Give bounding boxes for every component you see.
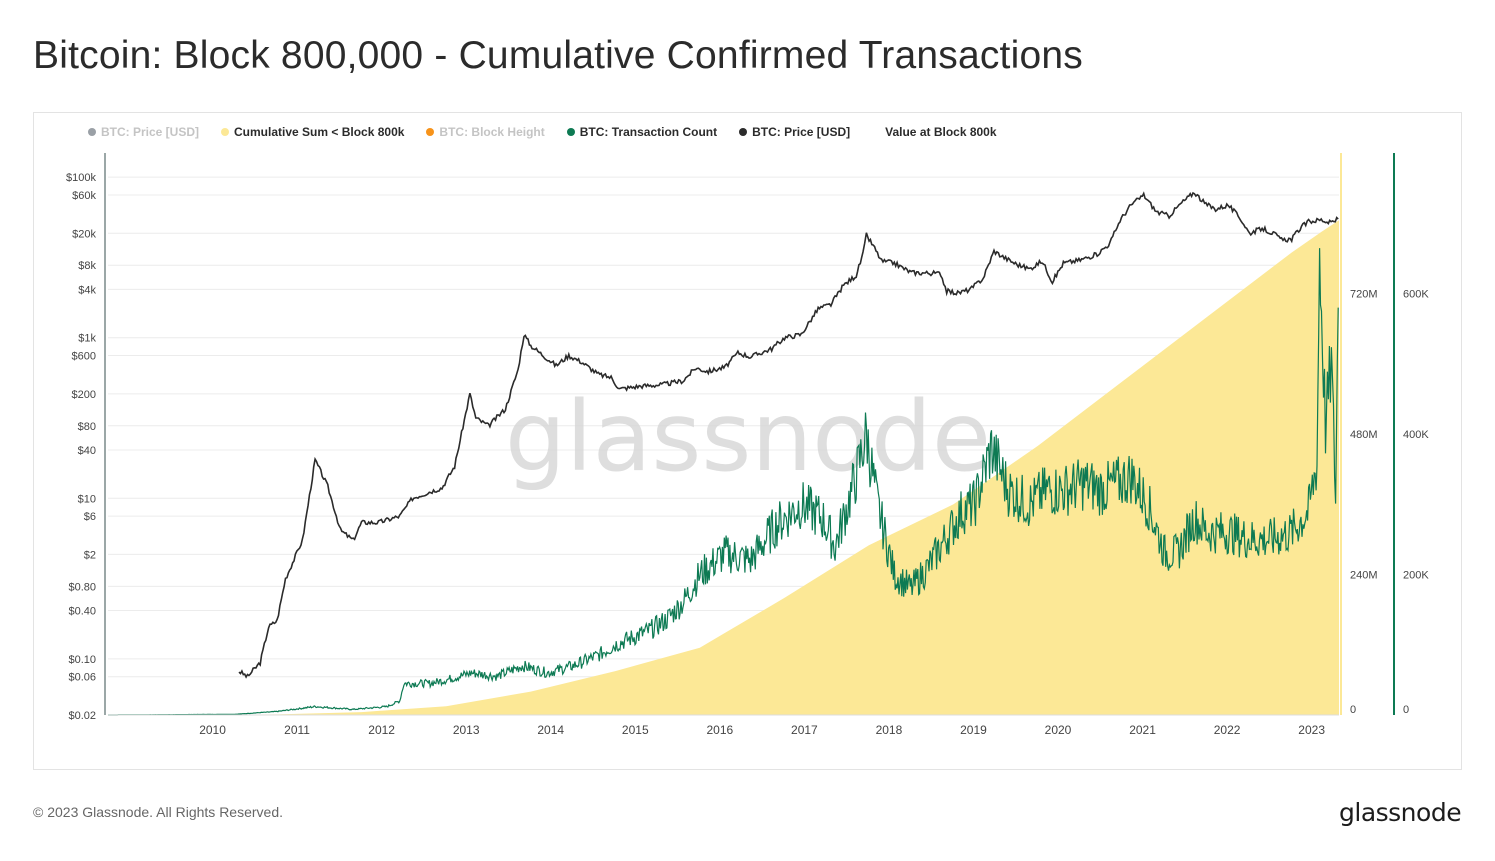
y-left-tick-label: $1k bbox=[78, 333, 96, 345]
y-left-tick-label: $200 bbox=[72, 389, 96, 401]
x-tick-label: 2020 bbox=[1045, 723, 1072, 737]
legend-dot-block-height bbox=[426, 128, 435, 136]
legend-item-transactions[interactable]: BTC: Transaction Count bbox=[566, 125, 718, 139]
series-transactions-line bbox=[108, 248, 1339, 716]
y-left-tick-label: $0.06 bbox=[68, 672, 96, 684]
legend-item-cumulative[interactable]: Cumulative Sum < Block 800k bbox=[221, 125, 404, 139]
legend-label: BTC: Block Height bbox=[439, 125, 545, 139]
x-tick-label: 2017 bbox=[791, 723, 818, 737]
x-tick-label: 2018 bbox=[876, 723, 903, 737]
y-right-transactions-tick-label: 0 bbox=[1403, 704, 1409, 716]
legend-dot-transactions bbox=[566, 128, 575, 136]
x-tick-label: 2011 bbox=[284, 723, 310, 737]
y-right-transactions-tick-label: 600K bbox=[1403, 289, 1429, 301]
y-left-tick-label: $40 bbox=[78, 445, 96, 457]
x-tick-label: 2013 bbox=[453, 723, 480, 737]
series-price-line bbox=[238, 191, 1339, 679]
x-tick-label: 2019 bbox=[960, 723, 987, 737]
y-right-transactions-tick-label: 400K bbox=[1403, 429, 1429, 441]
legend-dot-cumulative bbox=[221, 128, 230, 136]
y-right-transactions-tick-label: 200K bbox=[1403, 570, 1429, 582]
x-tick-label: 2015 bbox=[622, 723, 649, 737]
x-tick-label: 2022 bbox=[1214, 723, 1241, 737]
x-tick-label: 2021 bbox=[1129, 723, 1156, 737]
legend-label: Cumulative Sum < Block 800k bbox=[234, 125, 405, 139]
y-left-tick-label: $6 bbox=[84, 511, 96, 523]
legend-dot-price-muted bbox=[88, 128, 96, 136]
y-left-tick-label: $0.10 bbox=[68, 654, 96, 666]
legend-item-price[interactable]: BTC: Price [USD] bbox=[739, 125, 850, 139]
y-left-tick-label: $2 bbox=[84, 549, 96, 561]
y-left-tick-label: $80 bbox=[78, 421, 96, 433]
legend-item-block-height[interactable]: BTC: Block Height bbox=[426, 125, 545, 139]
y-left-tick-label: $600 bbox=[72, 351, 96, 363]
y-right-cumulative-tick-label: 0 bbox=[1350, 704, 1356, 716]
x-tick-label: 2016 bbox=[706, 723, 733, 737]
y-right-cumulative-tick-label: 720M bbox=[1350, 289, 1378, 301]
y-left-tick-label: $4k bbox=[78, 284, 96, 296]
legend-label: BTC: Price [USD] bbox=[752, 125, 851, 139]
legend-item-value-at-800k[interactable]: Value at Block 800k bbox=[872, 125, 996, 139]
x-tick-label: 2012 bbox=[368, 723, 395, 737]
legend-item-price-muted[interactable]: BTC: Price [USD] bbox=[88, 125, 199, 139]
chart-legend: BTC: Price [USD] Cumulative Sum < Block … bbox=[88, 124, 1019, 140]
legend-label: BTC: Transaction Count bbox=[579, 125, 718, 139]
legend-label: BTC: Price [USD] bbox=[101, 125, 200, 139]
y-left-tick-label: $100k bbox=[66, 172, 96, 184]
y-left-tick-label: $60k bbox=[72, 190, 96, 202]
series-cumulative-area bbox=[108, 220, 1339, 716]
chart-panel bbox=[33, 112, 1462, 770]
x-tick-label: 2014 bbox=[537, 723, 564, 737]
y-left-tick-label: $0.02 bbox=[68, 710, 96, 722]
footer-logo: glassnode bbox=[1339, 798, 1462, 827]
y-left-tick-label: $10 bbox=[78, 493, 96, 505]
footer-copyright: © 2023 Glassnode. All Rights Reserved. bbox=[33, 804, 284, 820]
y-left-tick-label: $0.80 bbox=[68, 581, 96, 593]
legend-label: Value at Block 800k bbox=[885, 125, 997, 139]
y-left-tick-label: $20k bbox=[72, 228, 96, 240]
x-tick-label: 2010 bbox=[199, 723, 226, 737]
y-right-cumulative-tick-label: 240M bbox=[1350, 570, 1378, 582]
page-title: Bitcoin: Block 800,000 - Cumulative Conf… bbox=[33, 34, 1083, 77]
watermark: glassnode bbox=[505, 381, 991, 493]
y-right-cumulative-tick-label: 480M bbox=[1350, 429, 1378, 441]
x-tick-label: 2023 bbox=[1298, 723, 1325, 737]
legend-dot-price bbox=[739, 128, 748, 136]
y-left-tick-label: $8k bbox=[78, 260, 96, 272]
y-left-tick-label: $0.40 bbox=[68, 606, 96, 618]
